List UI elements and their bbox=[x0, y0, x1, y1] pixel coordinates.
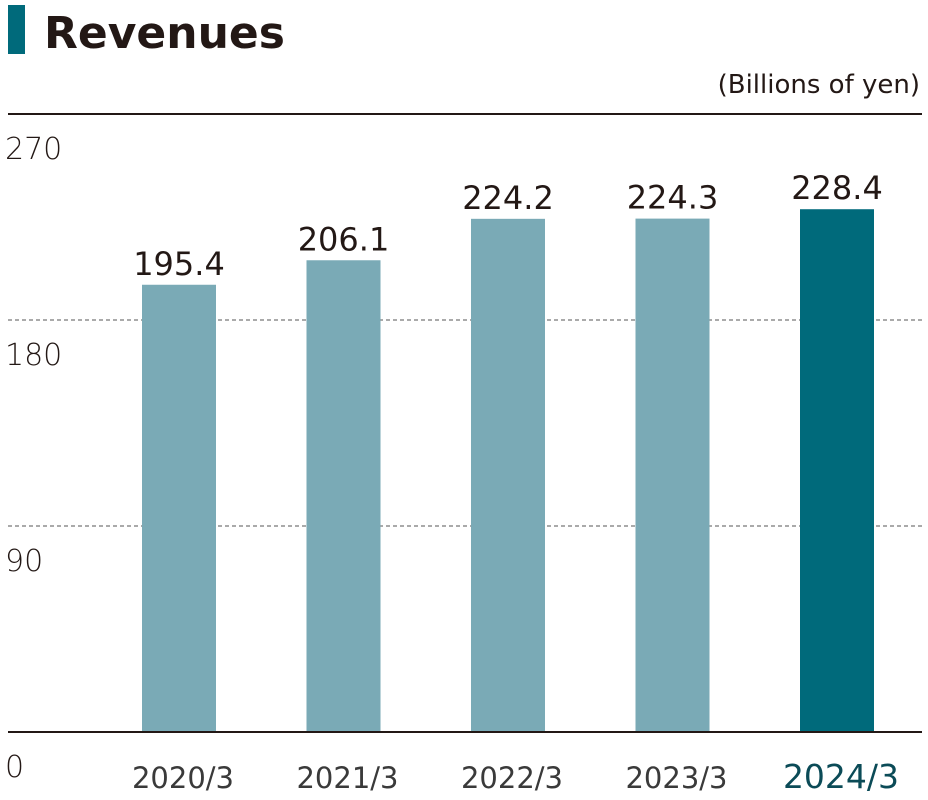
title-accent-bar bbox=[8, 5, 25, 54]
x-tick-label-2022/3: 2022/3 bbox=[461, 761, 563, 795]
bar-2023/3 bbox=[635, 218, 710, 732]
x-tick-label-2024/3: 2024/3 bbox=[783, 757, 899, 796]
value-label-2021/3: 206.1 bbox=[298, 220, 390, 258]
bars bbox=[142, 209, 874, 732]
value-label-2024/3: 228.4 bbox=[791, 169, 883, 207]
value-label-2022/3: 224.2 bbox=[462, 179, 554, 217]
chart-title: Revenues bbox=[44, 8, 285, 59]
value-label-2023/3: 224.3 bbox=[627, 179, 719, 217]
grid-lines bbox=[8, 319, 922, 527]
value-label-2020/3: 195.4 bbox=[133, 245, 225, 283]
value-labels: 195.4 206.1 224.2 224.3 228.4 bbox=[133, 169, 883, 283]
x-tick-label-2023/3: 2023/3 bbox=[625, 761, 727, 795]
x-axis-ticks: 2020/3 2021/3 2022/3 2023/3 2024/3 bbox=[132, 757, 899, 796]
x-tick-label-2021/3: 2021/3 bbox=[296, 761, 398, 795]
bar-2022/3 bbox=[471, 218, 545, 732]
bar-2024/3 bbox=[800, 209, 874, 732]
y-tick-label-90: 90 bbox=[5, 544, 43, 579]
bar-2020/3 bbox=[142, 284, 216, 732]
x-tick-label-2020/3: 2020/3 bbox=[132, 761, 234, 795]
y-tick-label-180: 180 bbox=[5, 338, 62, 373]
bar-2021/3 bbox=[306, 260, 381, 732]
y-tick-label-0: 0 bbox=[5, 750, 24, 785]
y-axis-ticks: 0 90 180 270 bbox=[5, 132, 62, 785]
y-tick-label-270: 270 bbox=[5, 132, 62, 167]
unit-label: (Billions of yen) bbox=[718, 70, 920, 100]
